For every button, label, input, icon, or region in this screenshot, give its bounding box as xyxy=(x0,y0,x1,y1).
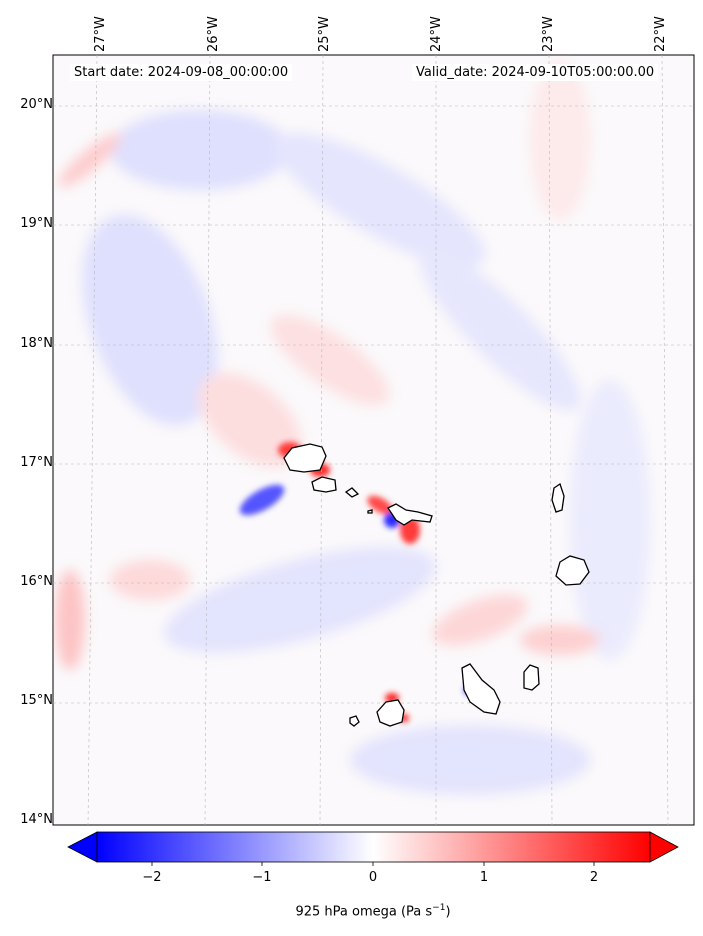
colorbar xyxy=(67,831,679,866)
start-date-label: Start date: 2024-09-08_00:00:00 xyxy=(70,64,293,81)
island-sao-vicente xyxy=(311,476,337,493)
colorbar-title-exponent: −1 xyxy=(432,903,446,913)
colorbar-tick-label: −1 xyxy=(252,870,272,885)
colorbar-tick-label: −2 xyxy=(142,870,162,885)
lon-tick-label: 25°W xyxy=(317,16,332,52)
lat-tick-label: 18°N xyxy=(20,336,53,351)
colorbar-tick-label: 2 xyxy=(589,870,599,885)
coastlines xyxy=(283,443,590,727)
colorbar-title: 925 hPa omega (Pa s−1) xyxy=(0,903,703,919)
lat-tick-label: 20°N xyxy=(20,97,53,112)
lat-tick-label: 19°N xyxy=(20,216,53,231)
lat-tick-label: 17°N xyxy=(20,455,53,470)
colorbar-extend-left xyxy=(67,831,98,863)
island-santiago xyxy=(461,663,501,715)
colorbar-title-close: ) xyxy=(445,904,451,920)
colorbar-tick-label: 0 xyxy=(368,870,378,885)
island-santa-luzia xyxy=(344,487,360,498)
colorbar-extend-right xyxy=(649,831,679,863)
lon-tick-label: 26°W xyxy=(206,16,221,52)
valid-date-label: Valid_date: 2024-09-10T05:00:00.00 xyxy=(412,64,659,81)
island-boa-vista xyxy=(555,555,590,586)
island-santo-antao xyxy=(283,443,327,473)
island-brava xyxy=(349,715,360,727)
island-fogo xyxy=(376,699,405,727)
lon-tick-label: 24°W xyxy=(429,16,444,52)
colorbar-title-text: 925 hPa omega (Pa s xyxy=(295,904,433,920)
lon-tick-label: 22°W xyxy=(653,16,668,52)
colorbar-body xyxy=(96,831,651,863)
island-sal xyxy=(551,482,565,513)
gridlines xyxy=(53,54,694,826)
lat-tick-label: 14°N xyxy=(20,812,53,827)
colorbar-tick-label: 1 xyxy=(479,870,489,885)
lon-tick-label: 27°W xyxy=(93,16,108,52)
island-sao-nicolau xyxy=(387,503,433,526)
omega-field xyxy=(55,60,650,795)
lon-tick-label: 23°W xyxy=(541,16,556,52)
island-maio xyxy=(523,664,540,691)
island-branco xyxy=(367,509,373,514)
lat-tick-label: 15°N xyxy=(20,693,53,708)
lat-tick-label: 16°N xyxy=(20,574,53,589)
